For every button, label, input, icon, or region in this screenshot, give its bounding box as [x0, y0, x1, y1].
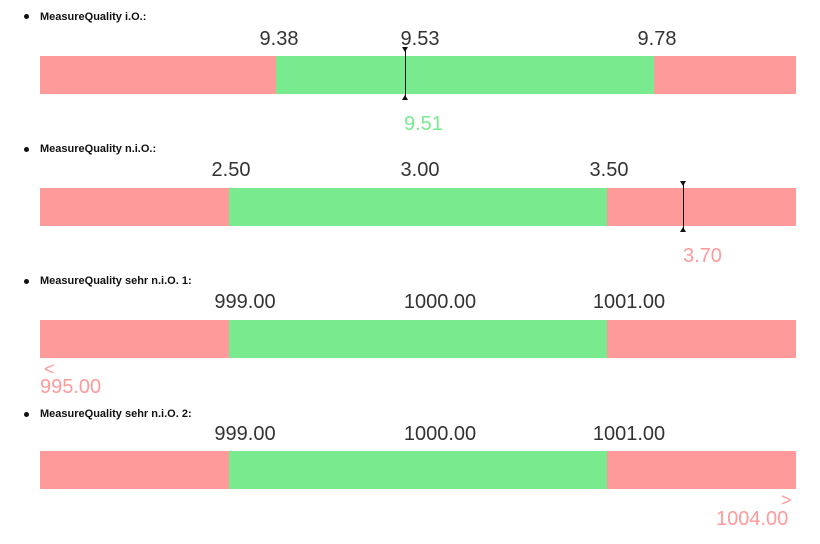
lower-limit-label: 999.00	[214, 423, 276, 445]
list-bullet	[24, 147, 29, 152]
item-title: MeasureQuality sehr n.i.O. 1:	[40, 275, 192, 287]
value-marker-line	[683, 184, 684, 232]
list-bullet	[24, 279, 29, 284]
marker-arrow-down-icon	[402, 47, 408, 52]
upper-limit-label: 1001.00	[592, 423, 666, 445]
in-tolerance-segment	[229, 451, 607, 489]
below-tolerance-segment	[40, 451, 229, 489]
below-tolerance-segment	[40, 320, 229, 358]
below-tolerance-segment	[40, 188, 229, 226]
list-bullet	[24, 14, 29, 19]
measured-value: 995.00	[40, 376, 102, 398]
upper-limit-label: 9.78	[637, 28, 677, 50]
below-tolerance-segment	[40, 56, 276, 94]
item-title: MeasureQuality sehr n.i.O. 2:	[40, 408, 192, 420]
lower-limit-label: 2.50	[211, 159, 251, 181]
out-of-range-right-icon: >	[781, 490, 792, 510]
above-tolerance-segment	[607, 451, 796, 489]
upper-limit-label: 1001.00	[592, 291, 666, 313]
marker-arrow-up-icon	[402, 95, 408, 100]
in-tolerance-segment	[229, 188, 607, 226]
measured-value: 9.51	[404, 113, 443, 135]
marker-arrow-up-icon	[680, 227, 686, 232]
nominal-label: 1000.00	[403, 291, 477, 313]
nominal-label: 3.00	[400, 159, 440, 181]
measured-value: 1004.00	[716, 508, 789, 530]
above-tolerance-segment	[654, 56, 796, 94]
lower-limit-label: 9.38	[259, 28, 299, 50]
value-marker-line	[405, 50, 406, 98]
nominal-label: 9.53	[400, 28, 440, 50]
upper-limit-label: 3.50	[589, 159, 629, 181]
marker-arrow-down-icon	[680, 181, 686, 186]
tolerance-bar	[40, 451, 796, 489]
tolerance-bar	[40, 188, 796, 226]
tolerance-bar	[40, 56, 796, 94]
item-title: MeasureQuality n.i.O.:	[40, 143, 157, 155]
tolerance-bar	[40, 320, 796, 358]
in-tolerance-segment	[276, 56, 654, 94]
in-tolerance-segment	[229, 320, 607, 358]
lower-limit-label: 999.00	[214, 291, 276, 313]
out-of-range-left-icon: <	[44, 359, 55, 379]
list-bullet	[24, 412, 29, 417]
item-title: MeasureQuality i.O.:	[40, 11, 147, 23]
above-tolerance-segment	[607, 320, 796, 358]
measured-value: 3.70	[683, 245, 722, 267]
above-tolerance-segment	[607, 188, 796, 226]
nominal-label: 1000.00	[403, 423, 477, 445]
